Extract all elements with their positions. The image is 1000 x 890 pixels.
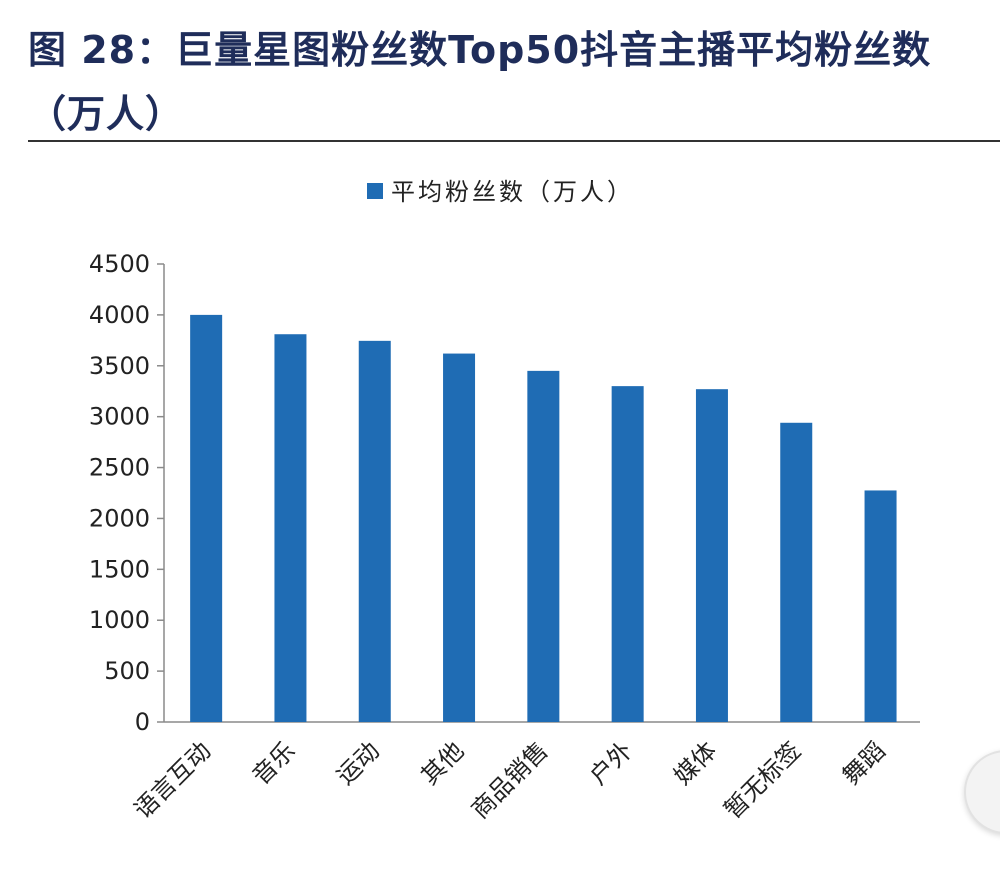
y-tick-label: 1500 xyxy=(89,555,150,583)
bar-2 xyxy=(358,340,391,722)
bar-3 xyxy=(443,353,476,722)
y-tick-label: 2000 xyxy=(89,504,150,532)
bar-1 xyxy=(274,334,307,722)
x-category-label: 商品销售 xyxy=(466,736,554,824)
bar-8 xyxy=(864,490,897,722)
bar-4 xyxy=(527,370,560,722)
y-tick-label: 3500 xyxy=(89,352,150,380)
x-category-label: 户外 xyxy=(584,736,638,790)
bar-0 xyxy=(190,314,223,722)
bar-7 xyxy=(780,422,813,722)
y-tick-label: 500 xyxy=(104,657,150,685)
y-tick-label: 4500 xyxy=(89,250,150,278)
x-category-label: 其他 xyxy=(416,736,470,790)
legend-label: 平均粉丝数（万人） xyxy=(391,178,634,206)
x-category-label: 舞蹈 xyxy=(837,736,891,790)
bar-5 xyxy=(611,386,644,722)
x-category-label: 音乐 xyxy=(247,736,301,790)
y-tick-label: 1000 xyxy=(89,606,150,634)
bar-6 xyxy=(695,389,728,722)
y-tick-label: 3000 xyxy=(89,403,150,431)
bar-chart: 平均粉丝数（万人） 0 500 1000 1500 2000 2500 3000 3500 40… xyxy=(89,178,920,824)
title-divider xyxy=(28,140,1000,142)
x-category-label: 媒体 xyxy=(668,736,722,790)
legend-swatch xyxy=(367,183,383,199)
page-title: 图 28：巨量星图粉丝数Top50抖音主播平均粉丝数（万人） xyxy=(28,28,932,136)
bars xyxy=(190,314,897,722)
y-tick-label: 4000 xyxy=(89,301,150,329)
legend: 平均粉丝数（万人） xyxy=(367,178,634,206)
y-tick-label: 2500 xyxy=(89,454,150,482)
x-category-label: 运动 xyxy=(331,736,385,790)
y-axis: 0 500 1000 1500 2000 2500 3000 3500 4000 4500 xyxy=(89,250,165,736)
x-category-label: 语言互动 xyxy=(129,736,217,824)
x-category-label: 暂无标签 xyxy=(719,736,807,824)
y-tick-label: 0 xyxy=(135,708,150,736)
